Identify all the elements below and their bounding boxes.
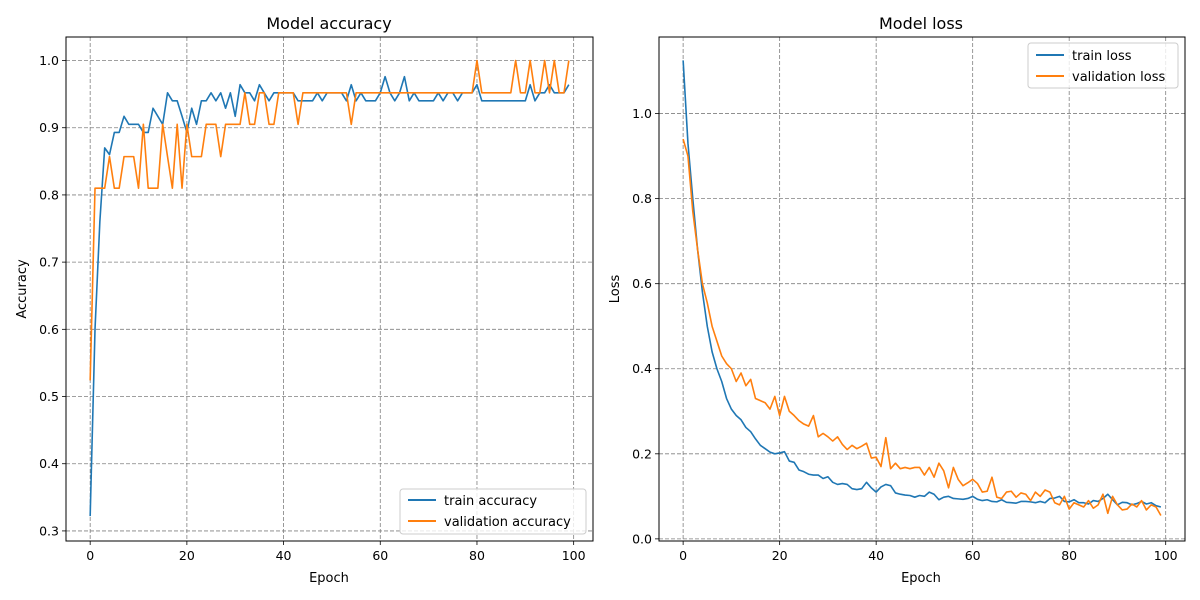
accuracy-y-tick-label: 0.8: [39, 187, 59, 202]
loss-legend: train loss validation loss: [1027, 42, 1179, 89]
accuracy-ticks: 0 20 40 60 80 100 0.3 0.4 0.5 0.6 0.7 0.8 0.9 1.0: [39, 53, 586, 563]
accuracy-y-tick-label: 0.5: [39, 389, 59, 404]
loss-x-tick-label: 100: [1154, 548, 1178, 563]
accuracy-legend-box: [399, 488, 587, 535]
accuracy-y-tick-label: 0.6: [39, 322, 59, 337]
accuracy-legend-train-label: train accuracy: [444, 494, 537, 509]
accuracy-y-tick-label: 0.9: [39, 120, 59, 135]
accuracy-x-tick-label: 40: [276, 548, 292, 563]
loss-x-tick-label: 20: [772, 548, 788, 563]
accuracy-y-tick-label: 0.7: [39, 255, 59, 270]
loss-y-tick-label: 0.4: [632, 361, 652, 376]
accuracy-chart: Model accuracy 0 20 40 60 80 1000.30.40.50.60…: [15, 14, 594, 586]
loss-x-tick-label: 80: [1061, 548, 1077, 563]
loss-y-tick-label: 0.6: [632, 276, 652, 291]
accuracy-validation-series-line: [89, 59, 570, 381]
loss-series: [682, 60, 1162, 516]
accuracy-y-tick-label: 1.0: [39, 53, 59, 68]
loss-axes-frame: [658, 36, 1186, 542]
accuracy-y-tick-label: 0.4: [39, 456, 59, 471]
loss-y-tick-label: 0.2: [632, 446, 652, 461]
loss-y-tick-label: 0.8: [632, 191, 652, 206]
loss-chart-title: Model loss: [879, 14, 963, 33]
accuracy-legend-validation-label: validation accuracy: [444, 515, 571, 530]
accuracy-axes-frame: [65, 36, 594, 542]
loss-x-axis-label: Epoch: [901, 571, 941, 586]
accuracy-x-tick-label: 20: [179, 548, 195, 563]
accuracy-x-tick-label: 100: [562, 548, 586, 563]
accuracy-x-tick-label: 0: [86, 548, 94, 563]
accuracy-y-tick-label: 0.3: [39, 523, 59, 538]
accuracy-grid: [66, 37, 593, 541]
loss-x-tick-label: 0: [679, 548, 687, 563]
accuracy-series: [89, 59, 570, 517]
loss-chart: Model loss 0 20 40 60 80 100 0.0 0.2 0.4 0.6 0.8 1.…: [608, 14, 1186, 586]
accuracy-chart-title: Model accuracy: [266, 14, 391, 33]
accuracy-x-tick-label: 80: [469, 548, 485, 563]
loss-legend-validation-label: validation loss: [1072, 70, 1165, 85]
loss-x-tick-label: 40: [868, 548, 884, 563]
accuracy-x-tick-label: 60: [372, 548, 388, 563]
loss-x-tick-label: 60: [965, 548, 981, 563]
accuracy-y-axis-label: Accuracy: [15, 259, 30, 319]
loss-legend-train-label: train loss: [1072, 49, 1132, 64]
loss-y-tick-label: 1.0: [632, 106, 652, 121]
accuracy-x-axis-label: Epoch: [309, 571, 349, 586]
loss-y-tick-label: 0.0: [632, 531, 652, 546]
loss-legend-box: [1027, 42, 1179, 89]
loss-y-axis-label: Loss: [608, 275, 623, 304]
loss-grid: [659, 37, 1185, 541]
loss-validation-series-line: [682, 138, 1162, 516]
loss-train-series-line: [682, 60, 1162, 508]
loss-ticks: 0 20 40 60 80 100 0.0 0.2 0.4 0.6 0.8 1.0: [632, 106, 1178, 563]
accuracy-legend: train accuracy validation accuracy: [399, 488, 587, 535]
